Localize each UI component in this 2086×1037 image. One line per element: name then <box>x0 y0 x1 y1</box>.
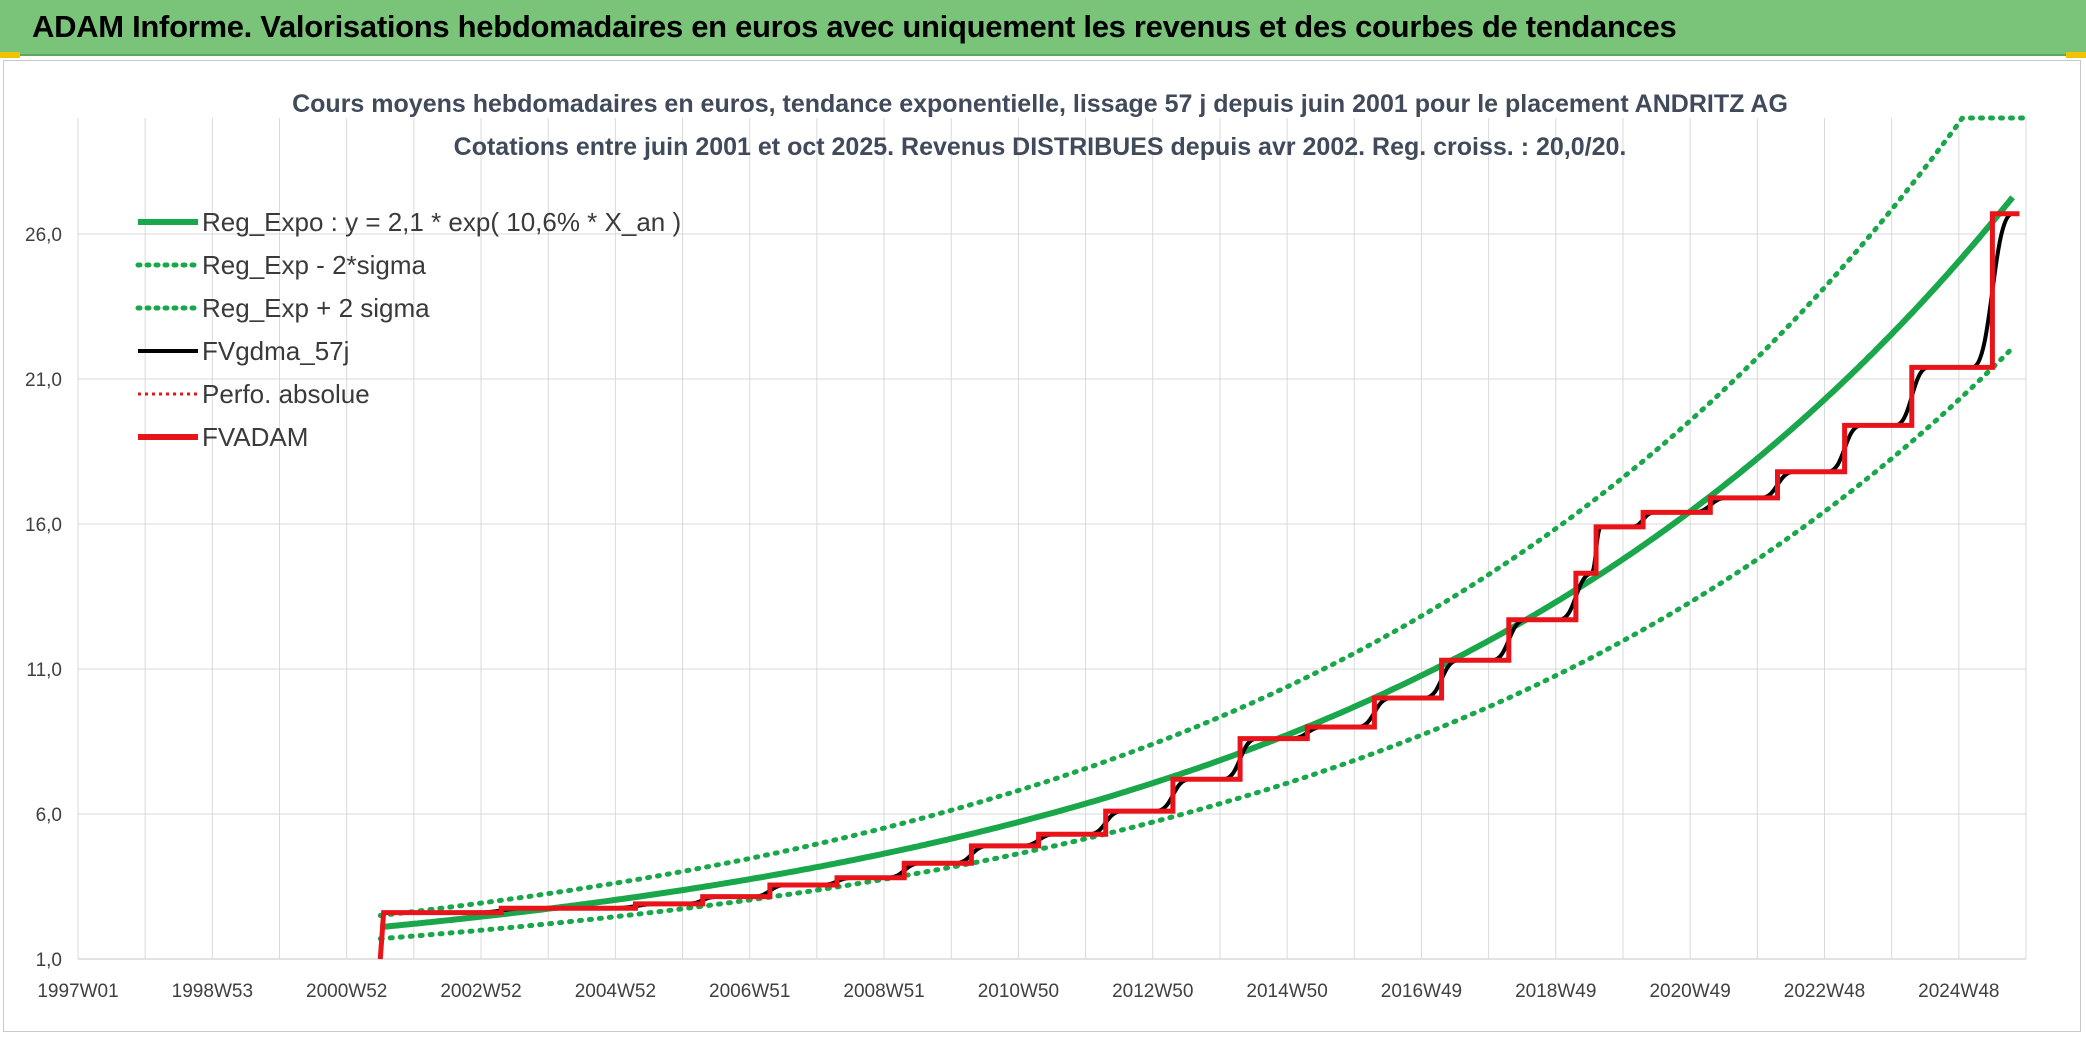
x-tick-label: 2004W52 <box>575 981 656 1002</box>
grid-layer <box>77 118 2027 960</box>
series-reg-expo <box>380 195 2015 931</box>
legend-label: Reg_Exp + 2 sigma <box>202 293 430 323</box>
legend-label: FVgdma_57j <box>202 336 349 366</box>
x-tick-label: 2016W49 <box>1381 981 1462 1002</box>
series-fvadam <box>377 211 2020 960</box>
x-tick-label: 2018W49 <box>1515 981 1596 1002</box>
corner-marker-left <box>0 52 20 58</box>
x-tick-label: 2002W52 <box>440 981 521 1002</box>
x-axis-ticks: 1997W01 1998W53 2000W52 2002W52 2004W52 2006W… <box>37 981 1999 1002</box>
x-tick-label: 2008W51 <box>843 981 924 1002</box>
x-tick-label: 1997W01 <box>37 981 118 1002</box>
x-tick-label: 2020W49 <box>1649 981 1730 1002</box>
legend-label: Perfo. absolue <box>202 379 370 409</box>
x-tick-label: 2022W48 <box>1784 981 1865 1002</box>
chart-frame <box>3 60 2081 1032</box>
y-tick-label: 26,0 <box>25 225 62 246</box>
y-tick-label: 16,0 <box>25 515 62 536</box>
series-reg-exp-minus-2sigma <box>377 345 2016 942</box>
x-tick-label: 2006W51 <box>709 981 790 1002</box>
x-tick-label: 2014W50 <box>1246 981 1327 1002</box>
x-tick-label: 2010W50 <box>978 981 1059 1002</box>
x-tick-label: 2000W52 <box>306 981 387 1002</box>
report-title: ADAM Informe. Valorisations hebdomadaire… <box>32 9 1677 44</box>
series-fvgdma-57j <box>378 211 2020 960</box>
y-tick-label: 6,0 <box>36 805 62 826</box>
y-tick-label: 11,0 <box>26 660 62 681</box>
series-layer <box>377 115 2029 960</box>
corner-marker-right <box>2066 52 2086 58</box>
chart-subtitle: Cotations entre juin 2001 et oct 2025. R… <box>454 133 1627 161</box>
legend-label: Reg_Exp - 2*sigma <box>202 250 427 280</box>
x-tick-label: 1998W53 <box>172 981 253 1002</box>
series-reg-exp-plus-2sigma <box>377 115 2029 918</box>
legend: Reg_Expo : y = 2,1 * exp( 10,6% * X_an )… <box>135 207 681 452</box>
legend-label: Reg_Expo : y = 2,1 * exp( 10,6% * X_an ) <box>202 207 681 237</box>
legend-label: FVADAM <box>202 422 308 452</box>
y-tick-label: 1,0 <box>36 950 62 971</box>
y-axis-ticks: 1,0 6,0 11,0 16,0 21,0 26,0 <box>25 225 62 971</box>
x-tick-label: 2012W50 <box>1112 981 1193 1002</box>
x-tick-label: 2024W48 <box>1918 981 1999 1002</box>
y-tick-label: 21,0 <box>25 370 62 391</box>
header-bar: ADAM Informe. Valorisations hebdomadaire… <box>0 0 2086 56</box>
chart-title: Cours moyens hebdomadaires en euros, ten… <box>292 90 1788 118</box>
